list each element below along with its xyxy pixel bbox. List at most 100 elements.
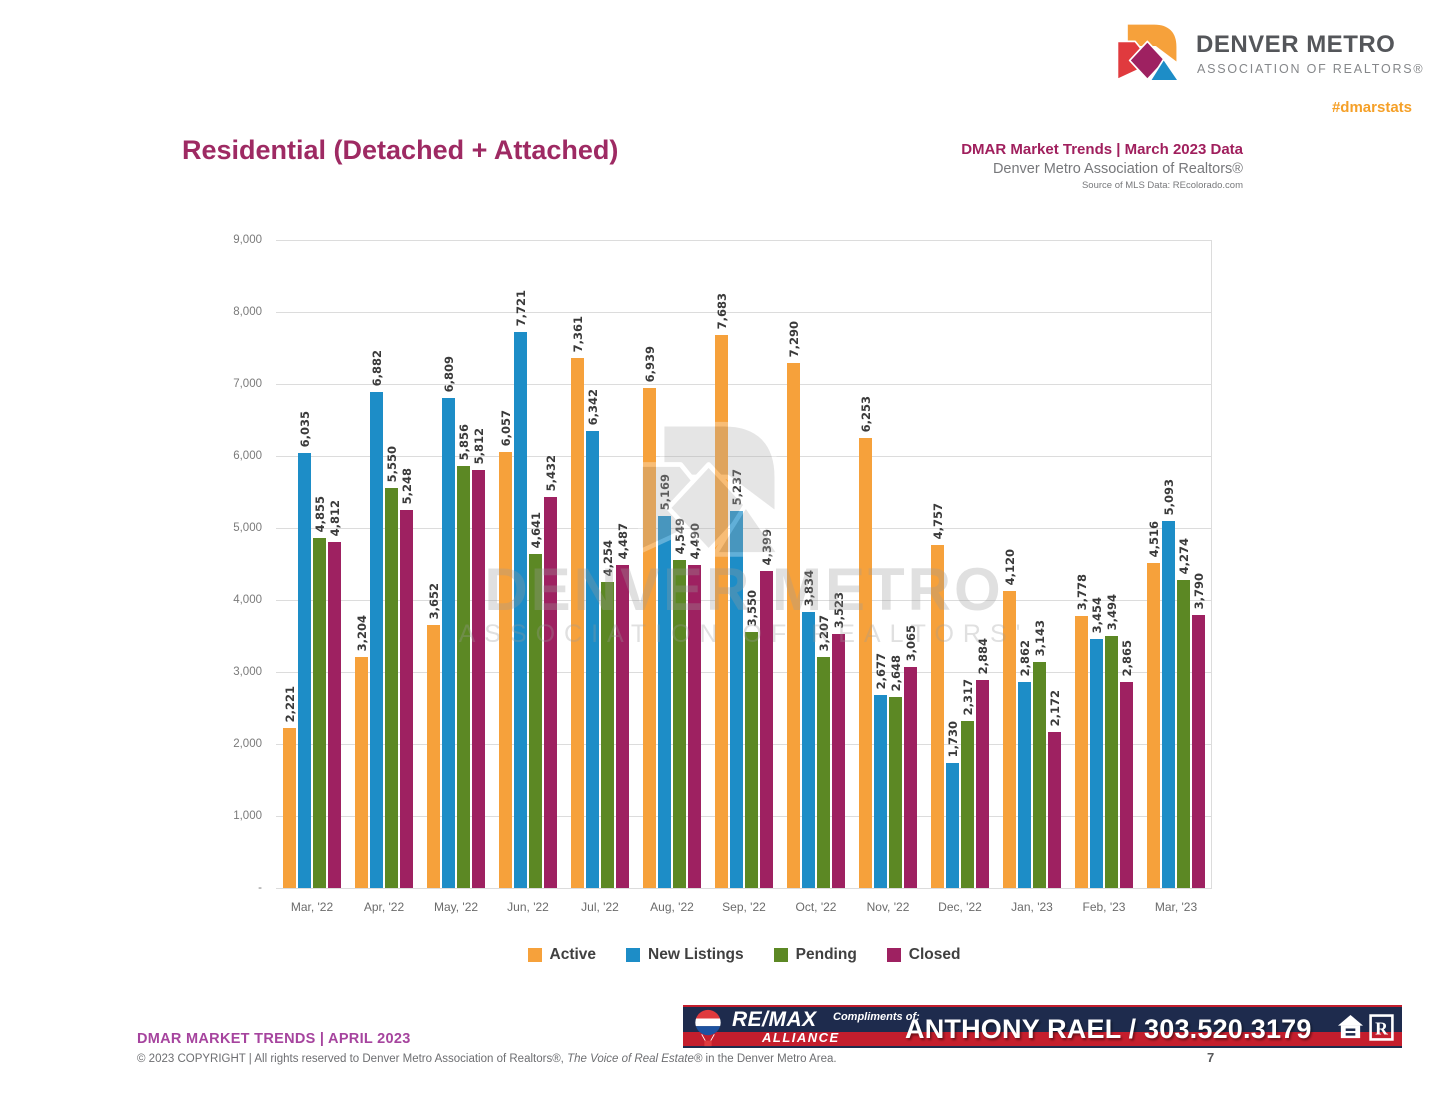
bar-value-label: 5,550	[384, 445, 399, 482]
bar-value-label: 4,855	[312, 495, 327, 532]
y-tick-label: 4,000	[233, 594, 262, 606]
gridline	[276, 384, 1212, 385]
svg-text:R: R	[1375, 1018, 1388, 1038]
bar-value-label: 4,490	[687, 522, 702, 559]
bar-value-label: 3,550	[744, 589, 759, 626]
gridline	[276, 744, 1212, 745]
bar-wrap: 3,834	[801, 240, 816, 888]
bar-wrap: 3,065	[904, 240, 918, 888]
bar-active	[715, 335, 728, 888]
remax-alliance: ALLIANCE	[762, 1030, 840, 1045]
bar-value-label: 3,778	[1074, 573, 1089, 610]
x-tick-label: Mar, '22	[290, 900, 334, 914]
bar-value-label: 3,834	[801, 569, 816, 606]
bar-wrap: 2,862	[1017, 240, 1032, 888]
bar-wrap: 6,939	[643, 240, 657, 888]
bar-value-label: 7,721	[513, 289, 528, 326]
bar-value-label: 5,093	[1161, 478, 1176, 515]
y-tick-label: 8,000	[233, 306, 262, 318]
banner-red-stripe	[683, 1032, 1402, 1046]
bar-value-label: 2,317	[960, 678, 975, 715]
bar-wrap: 4,399	[760, 240, 774, 888]
x-tick-label: Jan, '23	[1011, 900, 1053, 914]
bar-wrap: 3,790	[1192, 240, 1206, 888]
x-tick-label: Feb, '23	[1082, 900, 1126, 914]
bar-active	[859, 438, 872, 888]
bar-pending	[817, 657, 830, 888]
bar-wrap: 4,120	[1003, 240, 1017, 888]
copyright-suffix: in the Denver Metro Area.	[702, 1053, 837, 1065]
x-tick-label: Sep, '22	[722, 900, 766, 914]
bar-wrap: 7,290	[786, 240, 801, 888]
bar-wrap: 4,516	[1146, 240, 1161, 888]
bar-value-label: 4,254	[600, 539, 615, 576]
gridline	[276, 528, 1212, 529]
bar-wrap: 4,274	[1177, 240, 1191, 888]
bar-value-label: 3,207	[816, 614, 831, 651]
bar-closed	[616, 565, 629, 888]
report-subheader: DMAR Market Trends | March 2023 Data Den…	[961, 141, 1243, 191]
bar-wrap: 5,550	[384, 240, 399, 888]
bar-active	[643, 388, 656, 888]
bar-value-label: 5,169	[657, 473, 672, 510]
bar-value-label: 4,516	[1146, 520, 1161, 557]
legend-label: New Listings	[648, 946, 744, 963]
bar-wrap: 6,035	[298, 240, 312, 888]
bar-new-listings	[730, 511, 743, 888]
legend-label: Active	[549, 946, 597, 963]
bar-closed	[328, 542, 341, 888]
legend-swatch	[626, 948, 641, 962]
y-tick-label: -	[258, 882, 262, 894]
bar-value-label: 2,172	[1047, 689, 1062, 726]
bar-wrap: 3,143	[1033, 240, 1047, 888]
bar-new-listings	[1018, 682, 1031, 888]
bar-closed	[976, 680, 989, 888]
bar-pending	[961, 721, 974, 888]
bar-wrap: 5,169	[657, 240, 672, 888]
legend-label: Closed	[908, 946, 961, 963]
bar-wrap: 5,432	[543, 240, 558, 888]
source-line: Source of MLS Data: REcolorado.com	[1081, 180, 1243, 191]
bar-pending	[1177, 580, 1190, 888]
bar-wrap: 3,550	[744, 240, 759, 888]
x-tick-label: Mar, '23	[1154, 900, 1198, 914]
gridline	[276, 312, 1212, 313]
legend-swatch	[773, 948, 788, 962]
agent-name-phone: ANTHONY RAEL / 303.520.3179	[905, 1014, 1312, 1044]
bar-wrap: 2,884	[976, 240, 990, 888]
bar-value-label: 3,454	[1089, 596, 1104, 633]
bar-value-label: 2,865	[1119, 639, 1134, 676]
bar-new-listings	[874, 695, 887, 888]
bar-group: 7,361 6,342 4,254 4,487	[564, 240, 636, 888]
bar-value-label: 4,549	[672, 517, 687, 554]
bar-value-label: 4,487	[615, 522, 630, 559]
bar-closed	[1192, 615, 1205, 888]
bar-closed	[832, 634, 845, 888]
legend-label: Pending	[795, 946, 857, 963]
gridline	[276, 600, 1212, 601]
bar-value-label: 5,432	[543, 454, 558, 491]
bar-pending	[313, 538, 326, 888]
x-tick-label: Apr, '22	[363, 900, 405, 914]
bar-wrap: 4,549	[672, 240, 687, 888]
bar-active	[1147, 563, 1160, 888]
bar-wrap: 6,057	[499, 240, 513, 888]
bar-wrap: 2,865	[1119, 240, 1134, 888]
bar-wrap: 4,641	[529, 240, 543, 888]
legend-swatch	[527, 948, 542, 962]
y-tick-label: 3,000	[233, 666, 262, 678]
bar-active	[1075, 616, 1088, 888]
bar-wrap: 3,454	[1089, 240, 1104, 888]
bar-new-listings	[298, 453, 311, 888]
bar-value-label: 7,290	[786, 320, 801, 357]
bar-value-label: 5,248	[399, 467, 414, 504]
page-title: Residential (Detached + Attached)	[182, 135, 619, 165]
bar-value-label: 7,361	[570, 315, 585, 352]
bar-wrap: 4,812	[328, 240, 342, 888]
bar-new-listings	[802, 612, 815, 888]
legend-item: Closed	[886, 946, 961, 964]
bar-value-label: 2,648	[888, 654, 903, 691]
bar-group: 6,939 5,169 4,549 4,490	[636, 240, 708, 888]
x-tick-label: Jul, '22	[581, 900, 619, 914]
bar-value-label: 2,862	[1017, 639, 1032, 676]
